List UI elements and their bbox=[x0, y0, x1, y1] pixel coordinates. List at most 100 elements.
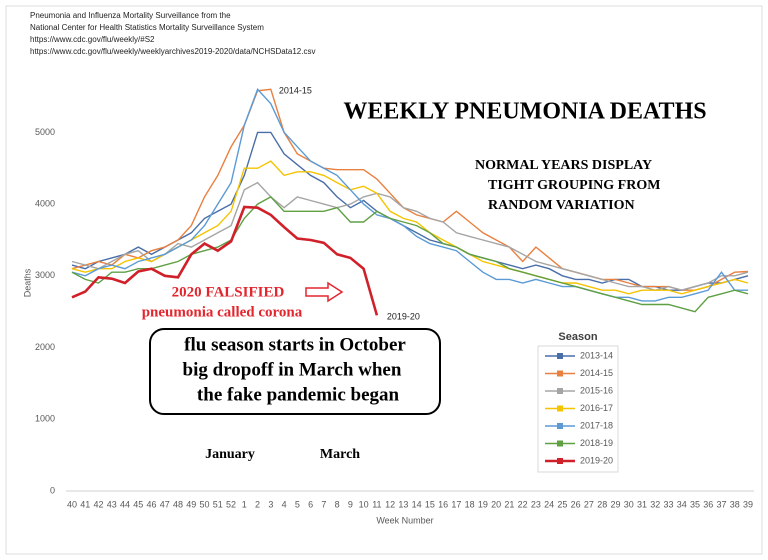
x-tick-label: 43 bbox=[107, 499, 117, 509]
x-tick-label: 51 bbox=[213, 499, 223, 509]
frame bbox=[5, 5, 763, 555]
x-tick-label: 36 bbox=[703, 499, 713, 509]
x-tick-label: 44 bbox=[120, 499, 130, 509]
x-axis-label: Week Number bbox=[376, 515, 433, 525]
x-tick-label: 46 bbox=[147, 499, 157, 509]
x-tick-label: 22 bbox=[518, 499, 528, 509]
series-label: 2014-15 bbox=[279, 86, 312, 96]
chart-title: WEEKLY PNEUMONIA DEATHS bbox=[343, 99, 706, 125]
x-tick-label: 32 bbox=[650, 499, 660, 509]
legend-label: 2013-14 bbox=[580, 350, 613, 360]
annotation: big dropoff in March when bbox=[183, 359, 402, 380]
x-tick-label: 12 bbox=[385, 499, 395, 509]
legend-label: 2018-19 bbox=[580, 438, 613, 448]
x-tick-label: 37 bbox=[716, 499, 726, 509]
legend-marker bbox=[557, 388, 563, 394]
legend-marker bbox=[557, 370, 563, 377]
legend-marker bbox=[557, 440, 563, 447]
x-tick-label: 6 bbox=[308, 499, 313, 509]
annotation: 2020 FALSIFIED bbox=[172, 284, 285, 300]
x-tick-label: 13 bbox=[398, 499, 408, 509]
x-tick-label: 4 bbox=[282, 499, 287, 509]
annotation: March bbox=[320, 447, 360, 462]
x-tick-label: 1 bbox=[242, 499, 247, 509]
series-label: 2019-20 bbox=[387, 312, 420, 322]
x-tick-label: 41 bbox=[80, 499, 90, 509]
x-tick-label: 45 bbox=[133, 499, 143, 509]
y-tick-label: 0 bbox=[50, 485, 55, 495]
annotation: RANDOM VARIATION bbox=[488, 198, 635, 213]
legend-label: 2017-18 bbox=[580, 420, 613, 430]
source-line: https://www.cdc.gov/flu/weekly/weeklyarc… bbox=[30, 47, 315, 56]
x-tick-label: 35 bbox=[690, 499, 700, 509]
x-tick-label: 48 bbox=[173, 499, 183, 509]
x-tick-label: 42 bbox=[94, 499, 104, 509]
x-tick-label: 40 bbox=[67, 499, 77, 509]
x-tick-label: 47 bbox=[160, 499, 170, 509]
series-line bbox=[71, 205, 379, 316]
x-tick-label: 3 bbox=[268, 499, 273, 509]
x-tick-label: 2 bbox=[255, 499, 260, 509]
x-tick-label: 34 bbox=[677, 499, 687, 509]
series-line bbox=[71, 88, 749, 291]
x-tick-label: 52 bbox=[226, 499, 236, 509]
x-tick-label: 17 bbox=[451, 499, 461, 509]
callout-box bbox=[149, 328, 441, 415]
annotation: TIGHT GROUPING FROM bbox=[488, 178, 660, 193]
annotation: NORMAL YEARS DISPLAY bbox=[475, 158, 652, 173]
x-tick-label: 39 bbox=[743, 499, 753, 509]
legend-label: 2014-15 bbox=[580, 368, 613, 378]
x-tick-label: 49 bbox=[186, 499, 196, 509]
x-tick-label: 11 bbox=[372, 499, 381, 509]
legend-label: 2015-16 bbox=[580, 385, 613, 395]
x-tick-label: 7 bbox=[321, 499, 326, 509]
source-line: https://www.cdc.gov/flu/weekly/#S2 bbox=[30, 35, 155, 44]
x-tick-label: 50 bbox=[200, 499, 210, 509]
x-tick-label: 10 bbox=[359, 499, 369, 509]
source-line: Pneumonia and Influenza Mortality Survei… bbox=[30, 11, 231, 20]
x-tick-label: 25 bbox=[557, 499, 567, 509]
x-tick-label: 15 bbox=[425, 499, 435, 509]
legend-marker bbox=[557, 353, 563, 359]
x-tick-label: 9 bbox=[348, 499, 353, 509]
legend-marker bbox=[557, 405, 563, 412]
legend-title: Season bbox=[558, 331, 597, 343]
series-line bbox=[71, 181, 749, 291]
annotation: pneumonia called corona bbox=[142, 304, 303, 320]
x-tick-label: 26 bbox=[571, 499, 581, 509]
source-line: National Center for Health Statistics Mo… bbox=[30, 23, 264, 32]
annotation: the fake pandemic began bbox=[197, 384, 400, 405]
y-tick-label: 3000 bbox=[35, 270, 55, 280]
x-tick-label: 14 bbox=[412, 499, 422, 509]
x-tick-label: 31 bbox=[637, 499, 647, 509]
x-tick-label: 38 bbox=[730, 499, 740, 509]
source: Pneumonia and Influenza Mortality Survei… bbox=[30, 11, 315, 56]
x-tick-label: 16 bbox=[438, 499, 448, 509]
y-tick-label: 5000 bbox=[35, 127, 55, 137]
x-tick-label: 27 bbox=[584, 499, 594, 509]
y-tick-label: 4000 bbox=[35, 198, 55, 208]
legend-marker bbox=[557, 423, 563, 429]
x-tick-label: 5 bbox=[295, 499, 300, 509]
legend-label: 2016-17 bbox=[580, 403, 613, 413]
series-line bbox=[71, 87, 748, 302]
x-tick-label: 18 bbox=[465, 499, 475, 509]
x-tick-label: 28 bbox=[597, 499, 607, 509]
legend-box bbox=[537, 345, 619, 473]
legend-marker bbox=[557, 458, 563, 464]
x-tick-label: 29 bbox=[610, 499, 620, 509]
x-tick-label: 20 bbox=[491, 499, 501, 509]
x-tick-label: 30 bbox=[624, 499, 634, 509]
x-tick-label: 23 bbox=[531, 499, 541, 509]
annotation: flu season starts in October bbox=[184, 334, 406, 355]
arrow bbox=[305, 281, 344, 303]
legend-label: 2019-20 bbox=[580, 455, 613, 465]
y-tick-label: 2000 bbox=[35, 342, 55, 352]
x-tick-label: 21 bbox=[504, 499, 514, 509]
y-axis-label: Deaths bbox=[22, 268, 32, 297]
annotation: January bbox=[205, 447, 255, 462]
x-tick-label: 8 bbox=[335, 499, 340, 509]
x-tick-label: 24 bbox=[544, 499, 554, 509]
series-line bbox=[71, 196, 749, 313]
